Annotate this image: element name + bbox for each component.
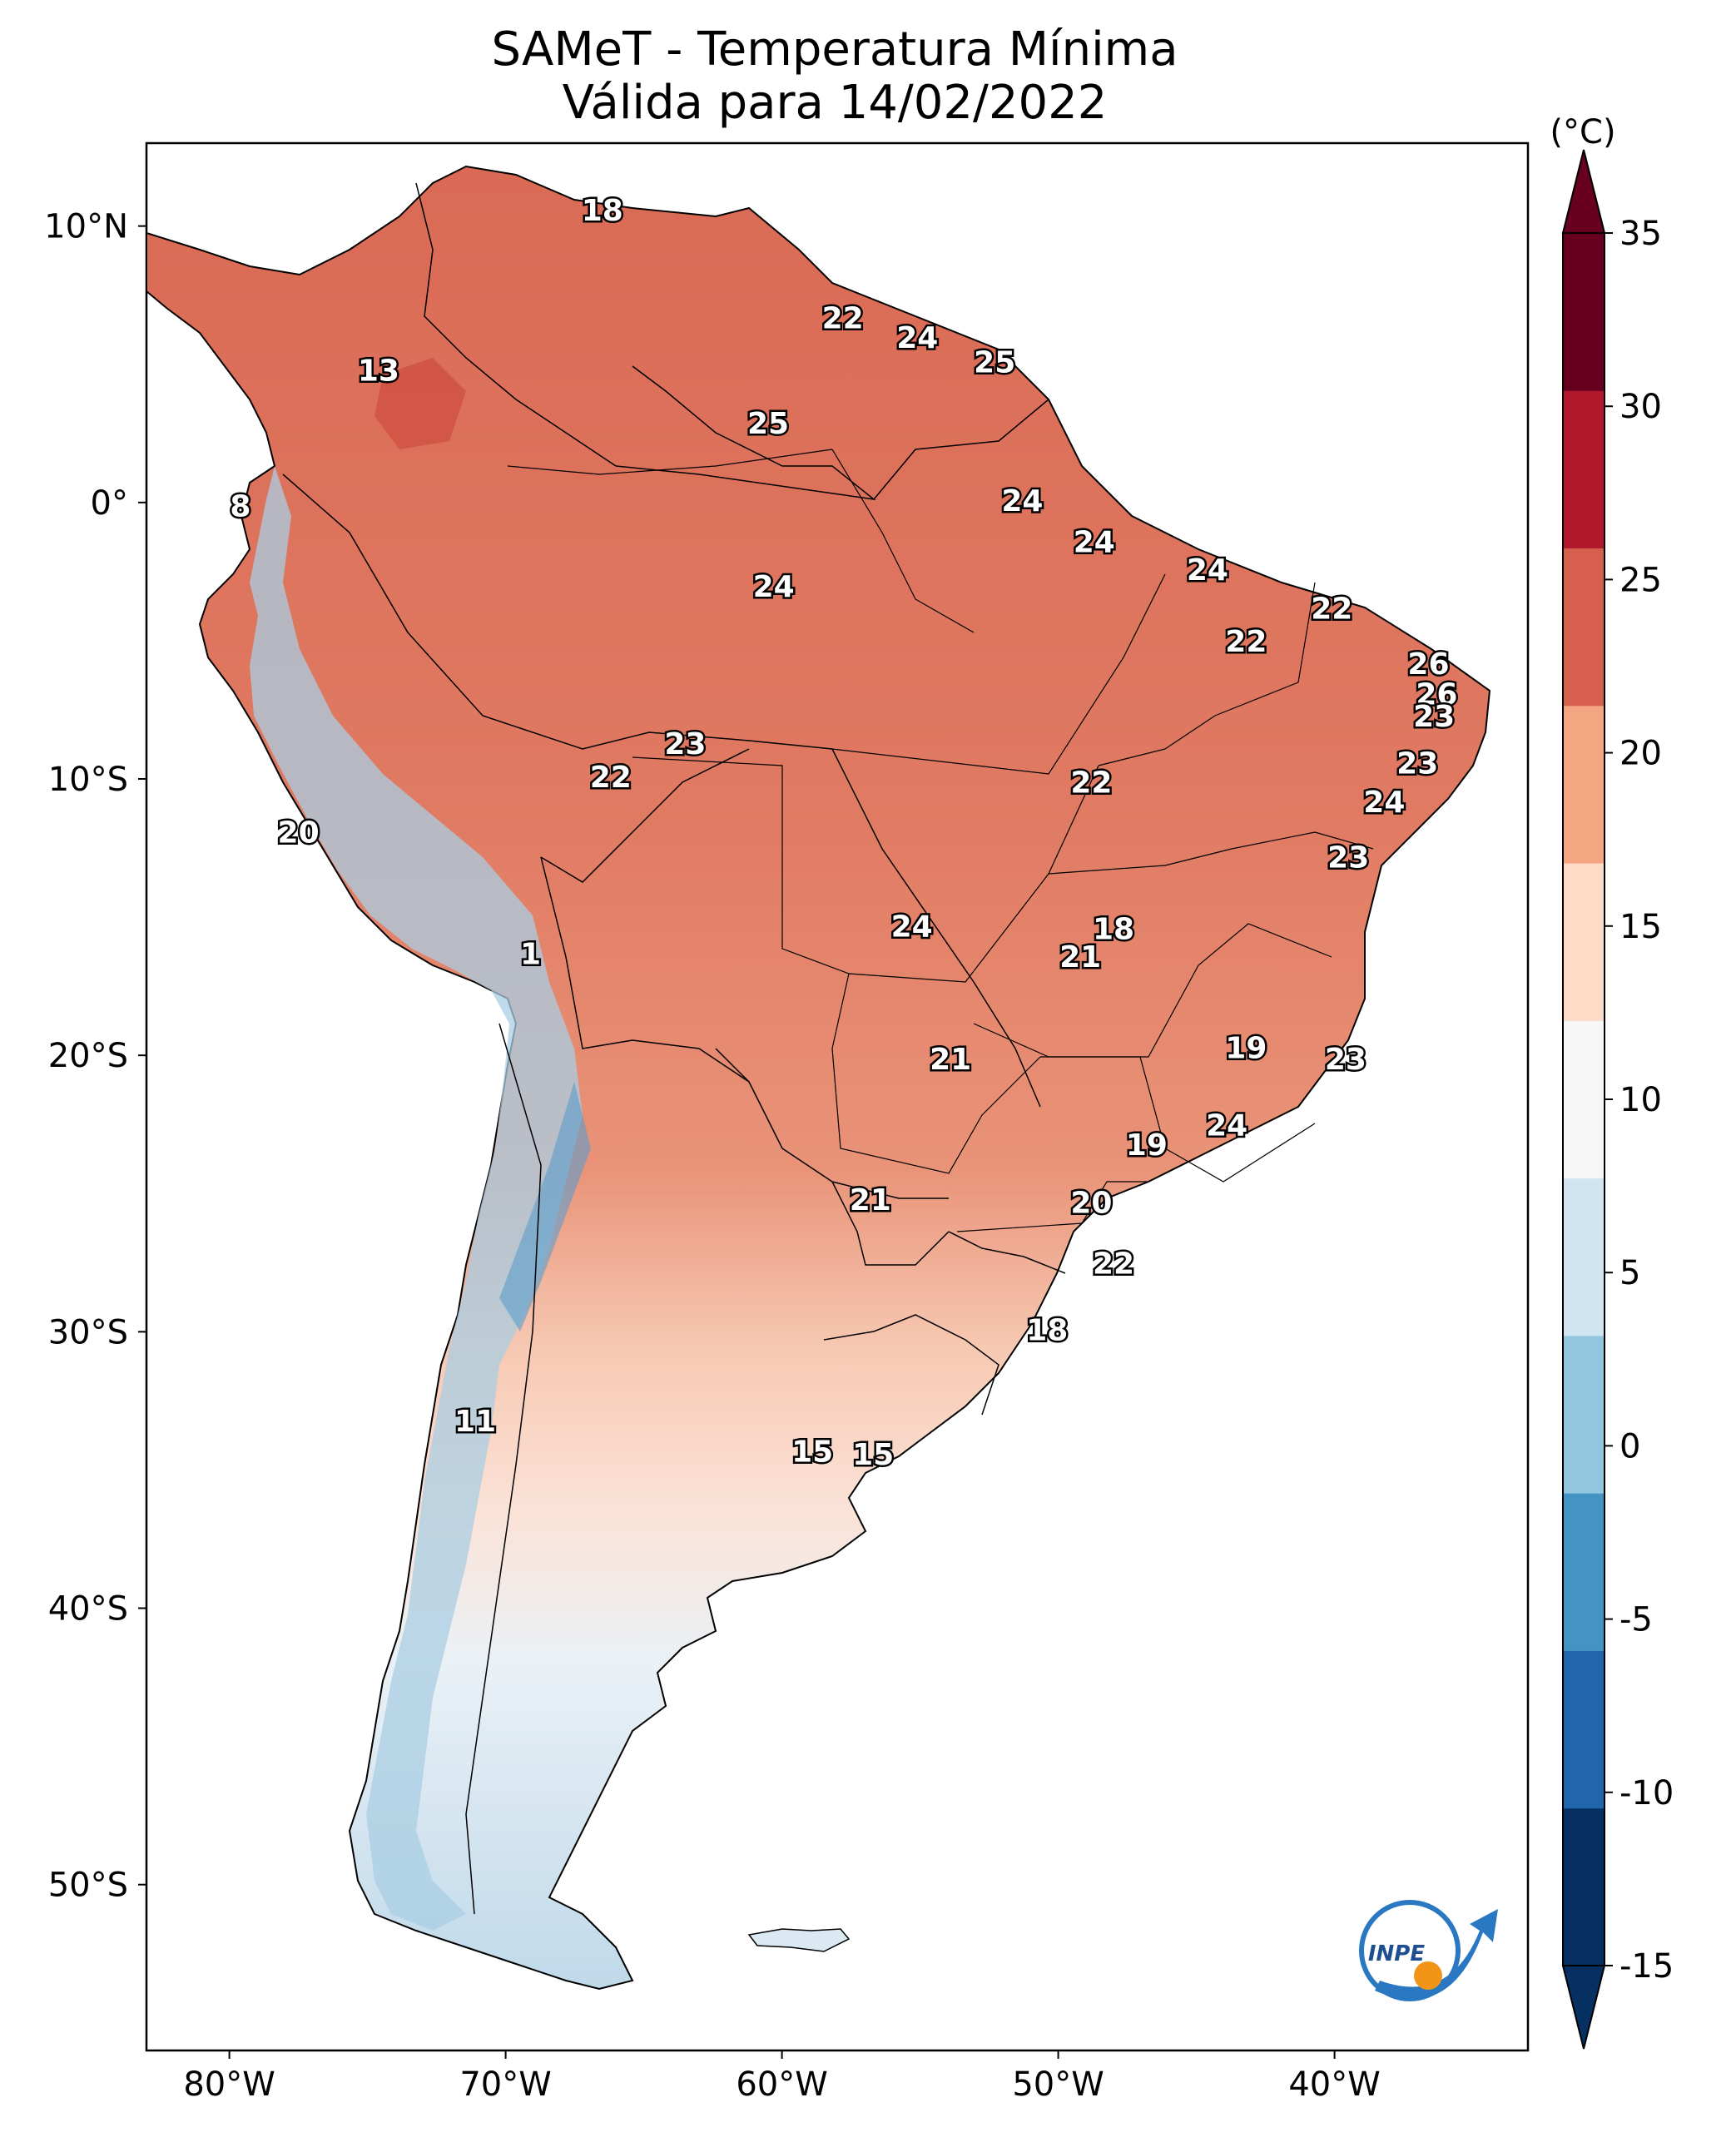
temperature-label: 24 — [1363, 786, 1405, 820]
andes-deep-cold — [499, 1082, 591, 1331]
temperature-label: 24 — [891, 910, 933, 944]
colorbar-tick-label: 10 — [1619, 1081, 1662, 1119]
temperature-label: 22 — [1311, 592, 1352, 626]
colombia-warm-core — [374, 358, 466, 449]
inpe-logo-arrow — [1375, 1909, 1498, 2000]
lat-tick-label: 40°S — [48, 1590, 128, 1629]
temperature-label: 25 — [974, 346, 1015, 380]
colorbar-max-extend — [1561, 149, 1606, 234]
lon-tick-label: 70°W — [459, 2065, 551, 2104]
map-title-line1: SAMeT - Temperatura Mínima — [491, 22, 1178, 77]
temperature-label: 20 — [1070, 1187, 1112, 1221]
temperature-label: 8 — [230, 489, 250, 523]
colorbar-tick-label: 20 — [1619, 735, 1662, 773]
lon-tick-label: 60°W — [736, 2065, 827, 2104]
colorbar-band — [1563, 1335, 1605, 1494]
south-america-landmass — [146, 165, 1491, 1991]
lat-tick-label: 20°S — [48, 1037, 128, 1075]
inpe-logo-text: INPE — [1368, 1941, 1425, 1966]
colorbar-unit-label: (°C) — [1550, 113, 1615, 151]
colorbar-band — [1563, 1178, 1605, 1336]
andes-cold-band — [250, 466, 583, 1931]
colorbar-tick-label: -10 — [1619, 1774, 1674, 1812]
temperature-label: 18 — [1093, 913, 1134, 947]
map-axes: 80°W 70°W 60°W 50°W 40°W 10°N 0° 10°S 20°S 30°S 40… — [44, 208, 1381, 2104]
colorbar-band — [1563, 390, 1605, 549]
colorbar-band — [1563, 548, 1605, 707]
temperature-label: 11 — [454, 1405, 496, 1439]
map-title-line2: Válida para 14/02/2022 — [562, 76, 1108, 130]
colorbar-min-extend — [1561, 1965, 1606, 2050]
temperature-label: 26 — [1407, 647, 1449, 682]
colorbar-band — [1563, 705, 1605, 864]
colorbar: (°C) 35 30 25 20 15 10 5 0 -5 -10 -15 — [1550, 113, 1674, 2050]
temperature-label: 21 — [850, 1183, 891, 1217]
colorbar-tick-label: 0 — [1619, 1427, 1640, 1465]
temperature-label: 25 — [747, 407, 789, 441]
temperature-label: 18 — [582, 194, 623, 228]
colorbar-tick-label: 5 — [1619, 1254, 1640, 1292]
lat-tick-label: 50°S — [48, 1867, 128, 1905]
land-layer — [146, 165, 1491, 1991]
temperature-label: 22 — [1093, 1247, 1134, 1282]
temperature-label: 1 — [520, 938, 541, 972]
colorbar-bands — [1561, 149, 1606, 2050]
temperature-label: 22 — [1070, 766, 1112, 801]
colorbar-band — [1563, 233, 1605, 391]
temperature-label: 15 — [791, 1435, 833, 1470]
temperature-label: 22 — [822, 302, 864, 336]
temperature-label: 24 — [1001, 484, 1043, 518]
temperature-label: 19 — [1225, 1032, 1267, 1066]
colorbar-band — [1563, 1493, 1605, 1651]
colorbar-band — [1563, 1650, 1605, 1809]
lat-tick-label: 10°S — [48, 761, 128, 799]
colorbar-ticks: 35 30 25 20 15 10 5 0 -5 -10 -15 — [1605, 215, 1674, 1986]
lat-tick-label: 10°N — [44, 208, 128, 246]
country-borders — [282, 182, 1066, 1915]
temperature-label: 24 — [896, 321, 938, 355]
colorbar-band — [1563, 1807, 1605, 1966]
temperature-label: 21 — [930, 1043, 971, 1077]
colorbar-band — [1563, 863, 1605, 1021]
colorbar-tick-label: -15 — [1619, 1947, 1674, 1986]
temperature-label: 18 — [1026, 1313, 1068, 1347]
lon-tick-label: 40°W — [1288, 2065, 1380, 2104]
temperature-label: 23 — [1413, 700, 1455, 734]
temperature-label: 21 — [1059, 940, 1101, 974]
temperature-label: 23 — [1327, 840, 1369, 875]
colorbar-band — [1563, 1020, 1605, 1179]
temperature-label: 19 — [1126, 1128, 1168, 1163]
temperature-label: 20 — [278, 816, 320, 850]
falkland-islands — [747, 1928, 851, 1952]
colorbar-tick-label: -5 — [1619, 1601, 1653, 1639]
lat-tick-label: 0° — [91, 484, 128, 523]
colorbar-tick-label: 30 — [1619, 388, 1662, 426]
inpe-logo-dot — [1414, 1961, 1442, 1990]
temperature-label: 24 — [1187, 553, 1228, 588]
lon-tick-label: 50°W — [1012, 2065, 1104, 2104]
state-borders — [507, 449, 1374, 1232]
temperature-label: 23 — [664, 727, 706, 761]
temperature-label: 26 — [1416, 677, 1457, 712]
temperature-label: 13 — [358, 355, 399, 389]
temperature-label: 24 — [1206, 1109, 1247, 1143]
lat-tick-label: 30°S — [48, 1313, 128, 1351]
temperature-label: 23 — [1325, 1043, 1366, 1077]
temperature-label: 24 — [1074, 526, 1115, 560]
colorbar-tick-label: 15 — [1619, 908, 1662, 946]
colorbar-tick-label: 35 — [1619, 215, 1662, 253]
temperature-label: 23 — [1396, 746, 1438, 781]
temperature-label: 22 — [590, 761, 632, 795]
inpe-logo: INPE — [1359, 1900, 1498, 2001]
temperature-label: 22 — [1225, 625, 1267, 659]
temperature-label: 15 — [852, 1438, 894, 1472]
lon-tick-label: 80°W — [183, 2065, 275, 2104]
temperature-label: 24 — [753, 570, 795, 604]
colorbar-tick-label: 25 — [1619, 561, 1662, 599]
